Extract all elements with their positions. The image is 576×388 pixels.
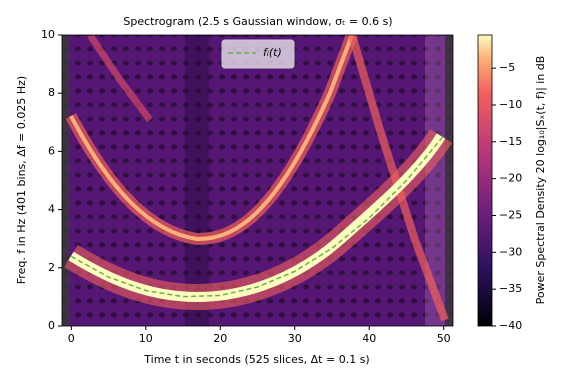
chart-title: Spectrogram (2.5 s Gaussian window, σₜ =…: [123, 15, 392, 28]
y-tick-label: 6: [48, 144, 55, 157]
colorbar-tick-label: −40: [499, 319, 522, 332]
x-tick-label: 50: [437, 332, 451, 345]
plot-frame: [61, 34, 454, 327]
legend-label: fᵢ(t): [263, 46, 282, 59]
x-axis-label: Time t in seconds (525 slices, Δt = 0.1 …: [143, 353, 369, 366]
legend: fᵢ(t): [221, 39, 295, 69]
spectrogram-image: [62, 35, 453, 326]
colorbar-tick-label: −20: [499, 172, 522, 185]
x-tick-label: 10: [139, 332, 153, 345]
colorbar-tick-label: −35: [499, 282, 522, 295]
x-tick-label: 30: [288, 332, 302, 345]
y-tick-label: 10: [41, 28, 55, 41]
y-tick-label: 2: [48, 261, 55, 274]
colorbar-tick-label: −5: [499, 61, 515, 74]
y-tick-label: 8: [48, 86, 55, 99]
y-tick-label: 4: [48, 203, 55, 216]
colorbar-tick-label: −15: [499, 135, 522, 148]
legend-box: [221, 39, 295, 69]
colorbar: [477, 34, 493, 327]
y-tick-label: 0: [48, 319, 55, 332]
x-tick-label: 0: [68, 332, 75, 345]
x-tick-label: 20: [213, 332, 227, 345]
colorbar-tick-label: −10: [499, 98, 522, 111]
series-line: [70, 135, 445, 298]
colorbar-label: Power Spectral Density 20 log₁₀|Sₓ(t, f)…: [534, 56, 547, 305]
colorbar-tick-label: −25: [499, 208, 522, 221]
colorbar-tick-label: −30: [499, 245, 522, 258]
x-tick-label: 40: [362, 332, 376, 345]
y-axis-label: Freq. f in Hz (401 bins, Δf = 0.025 Hz): [15, 76, 28, 284]
